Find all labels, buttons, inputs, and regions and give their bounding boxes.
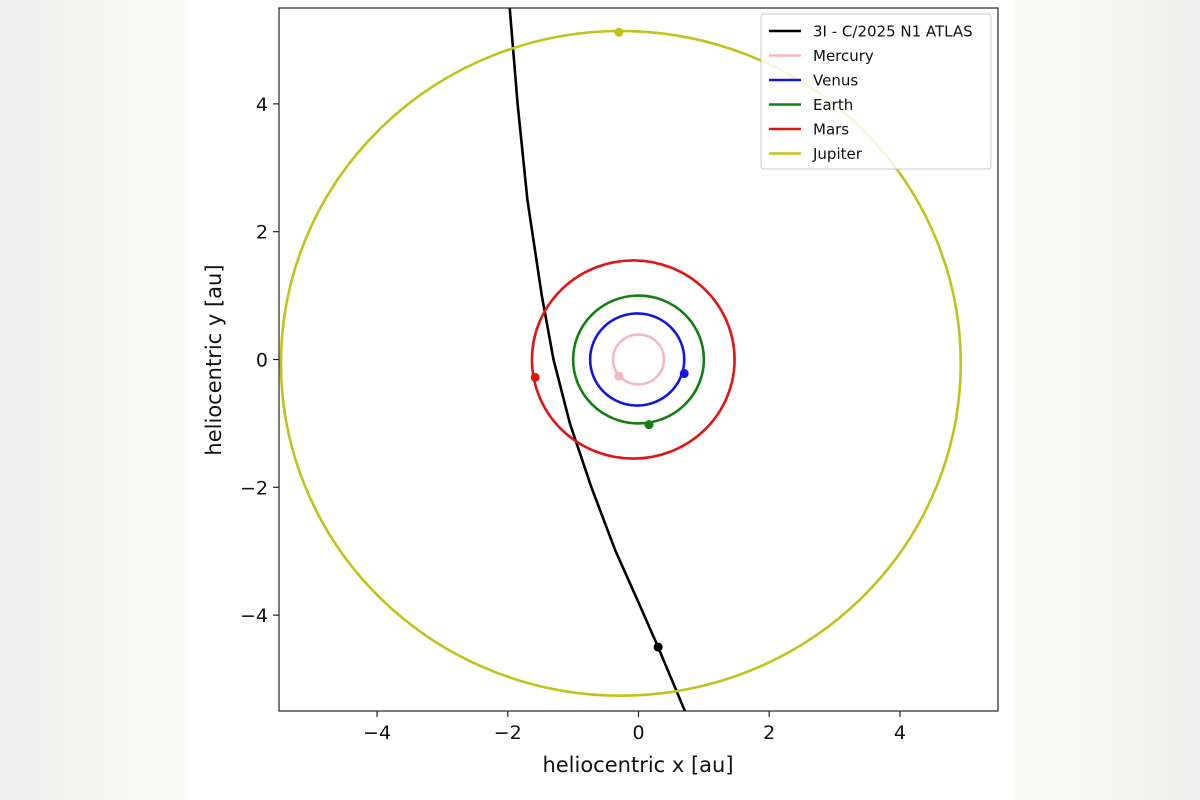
blurred-left-margin (0, 0, 185, 800)
earth-position-marker (644, 420, 654, 430)
mars-orbit (530, 259, 736, 460)
legend-label-mercury: Mercury (813, 47, 874, 65)
x-axis-label: heliocentric x [au] (542, 753, 733, 777)
legend: 3I - C/2025 N1 ATLAS Mercury Venus Earth Mar… (760, 13, 992, 170)
jupiter-position-marker (614, 27, 624, 37)
x-axis-ticks: −4 −2 0 2 4 (363, 711, 906, 744)
x-tick-label: −4 (363, 722, 391, 744)
y-tick-label: 0 (256, 350, 268, 372)
x-tick-label: 0 (632, 722, 644, 744)
y-tick-label: −4 (240, 605, 268, 627)
legend-label-earth: Earth (813, 96, 853, 114)
mercury-orbit (611, 333, 666, 386)
legend-box (760, 13, 992, 170)
blurred-right-margin (1010, 0, 1200, 800)
y-axis-ticks: 4 2 0 −2 −4 (240, 94, 279, 627)
legend-label-3i-c-2025-n1-atlas: 3I - C/2025 N1 ATLAS (813, 23, 973, 41)
orbit-chart: −4 −2 0 2 4 4 2 0 −2 −4 heliocentric x [au] heli… (202, 7, 999, 777)
chart-figure: −4 −2 0 2 4 4 2 0 −2 −4 heliocentric x [au] heli… (185, 0, 1013, 800)
3i-c-2025-n1-atlas-trajectory (508, 8, 687, 711)
legend-label-venus: Venus (813, 72, 858, 90)
x-tick-label: 4 (894, 722, 906, 744)
x-tick-label: 2 (763, 722, 775, 744)
y-tick-label: 4 (256, 94, 268, 116)
3i-c-2025-n1-atlas-position-marker (653, 642, 663, 652)
earth-orbit (571, 294, 706, 425)
mercury-position-marker (614, 371, 624, 381)
y-axis-label: heliocentric y [au] (202, 264, 226, 455)
mars-position-marker (530, 372, 540, 382)
venus-orbit (588, 312, 686, 407)
x-tick-label: −2 (494, 722, 522, 744)
y-tick-label: −2 (240, 477, 268, 499)
series-layer (279, 8, 963, 711)
legend-label-jupiter: Jupiter (812, 145, 863, 163)
legend-label-mars: Mars (813, 121, 849, 139)
y-tick-label: 2 (256, 222, 268, 244)
venus-position-marker (679, 369, 689, 379)
